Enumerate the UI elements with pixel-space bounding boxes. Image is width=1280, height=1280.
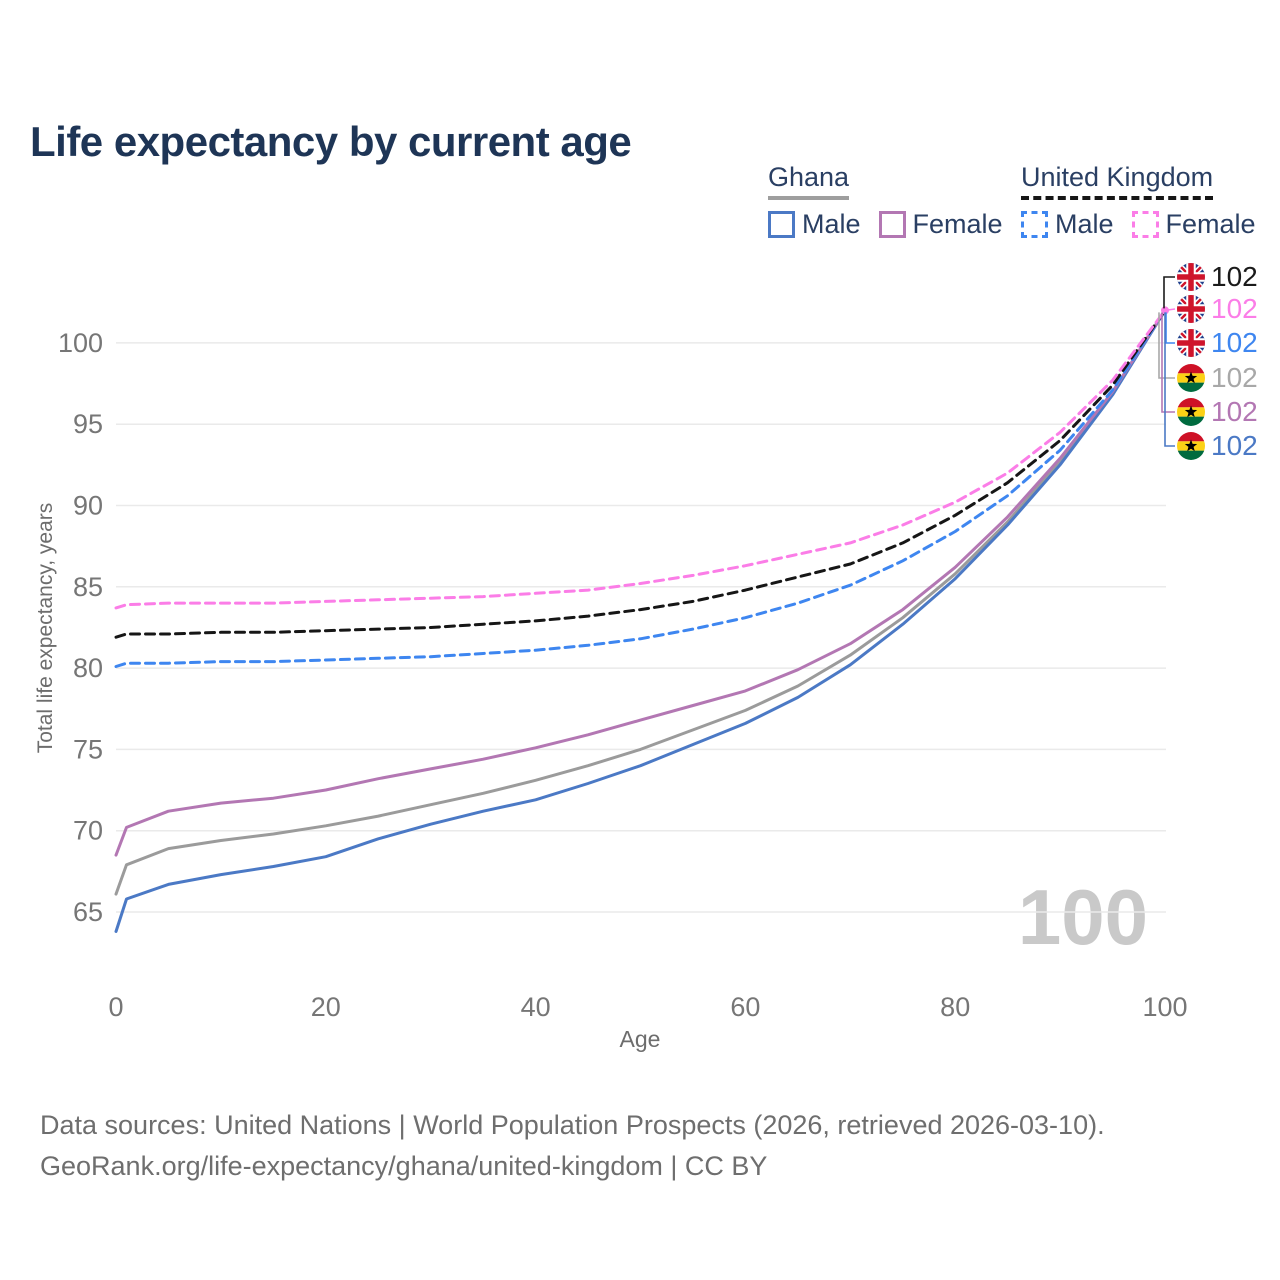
series-line-uk-all [114,308,1167,639]
legend-country-united-kingdom[interactable]: United Kingdom [1021,162,1214,200]
legend-item-ghana-male[interactable]: Male [768,209,861,240]
x-axis-title: Age [619,1026,661,1052]
end-label-ghana-all: 102 [1211,362,1258,393]
y-tick-75: 75 [73,734,103,764]
legend-group-united-kingdom: United Kingdom Male Female [1021,162,1256,240]
end-label-uk-all: 102 [1211,261,1258,292]
series-line-ghana-all [114,308,1167,896]
legend-label-uk-male: Male [1055,209,1114,239]
series-line-uk-female [114,308,1167,610]
page-title: Life expectancy by current age [30,118,632,166]
end-label-uk-male: 102 [1211,327,1258,358]
flag-ghana-icon [1177,364,1205,392]
legend-label-ghana-female: Female [912,209,1003,239]
legend-group-ghana: Ghana Male Female [768,162,1003,240]
legend-item-uk-male[interactable]: Male [1021,209,1114,240]
legend-country-ghana[interactable]: Ghana [768,162,850,200]
flag-uk-icon [1177,295,1205,323]
flag-ghana-icon [1177,432,1205,460]
flag-uk-icon [1177,329,1205,357]
end-label-ghana-female: 102 [1211,396,1258,427]
flag-ghana-icon [1177,398,1205,426]
x-tick-20: 20 [311,992,341,1022]
leader-line-uk-male [1165,312,1175,344]
age-watermark: 100 [1018,873,1148,961]
legend-label-uk-female: Female [1165,209,1256,239]
x-tick-60: 60 [730,992,760,1022]
legend-swatch-uk-female-icon [1131,211,1159,238]
end-label-ghana-male: 102 [1211,430,1258,461]
x-tick-40: 40 [521,992,551,1022]
series-line-ghana-female [114,308,1167,857]
y-tick-85: 85 [73,572,103,602]
y-axis-title: Total life expectancy, years [34,502,57,754]
leader-line-uk-female [1164,308,1176,312]
y-tick-80: 80 [73,653,103,683]
x-tick-100: 100 [1142,992,1187,1022]
x-tick-80: 80 [940,992,970,1022]
y-tick-90: 90 [73,491,103,521]
flag-uk-icon [1177,263,1205,291]
legend-swatch-uk-male-icon [1021,211,1048,238]
y-tick-70: 70 [73,816,103,846]
footer-data-sources: Data sources: United Nations | World Pop… [40,1110,1105,1140]
legend-swatch-ghana-female-icon [878,211,906,238]
series-line-uk-male [114,308,1167,668]
legend-label-ghana-male: Male [802,209,861,239]
legend-item-ghana-female[interactable]: Female [878,209,1003,240]
footer-attribution: GeoRank.org/life-expectancy/ghana/united… [40,1151,768,1181]
legend-swatch-ghana-male-icon [768,211,795,238]
y-tick-95: 95 [73,409,103,439]
leader-line-uk-all [1163,276,1175,309]
leader-line-ghana-male [1164,312,1175,447]
leader-line-ghana-all [1158,312,1175,379]
series-line-ghana-male [114,308,1167,933]
y-tick-65: 65 [73,897,103,927]
x-tick-0: 0 [108,992,123,1022]
y-tick-100: 100 [58,328,103,358]
legend-item-uk-female[interactable]: Female [1131,209,1256,240]
footer: Data sources: United Nations | World Pop… [40,1105,1105,1187]
end-label-uk-female: 102 [1211,293,1258,324]
leader-line-ghana-female [1161,312,1175,413]
